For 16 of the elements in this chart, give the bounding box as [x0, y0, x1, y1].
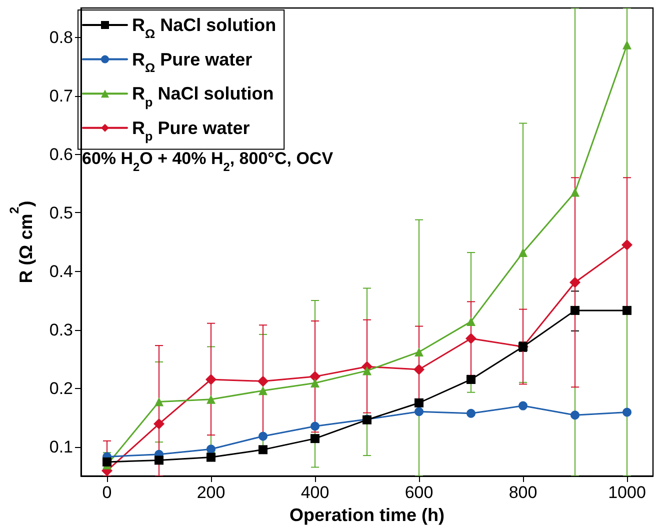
- x-tick-label: 200: [196, 483, 226, 502]
- y-tick-label: 0.6: [49, 144, 73, 164]
- x-axis-title: Operation time (h): [289, 505, 445, 525]
- y-tick-label: 0.1: [49, 437, 73, 456]
- y-tick-label: 0.5: [49, 203, 73, 222]
- y-tick-label: 0.8: [49, 28, 73, 47]
- x-tick-label: 1000: [608, 483, 646, 502]
- y-tick-label: 0.3: [49, 320, 73, 340]
- x-tick-label: 600: [404, 483, 434, 502]
- x-tick-label: 0: [102, 483, 112, 502]
- x-tick-label: 800: [508, 483, 538, 502]
- x-tick-label: 400: [300, 483, 330, 502]
- y-tick-label: 0.2: [49, 378, 73, 398]
- y-tick-label: 0.7: [49, 86, 73, 106]
- y-tick-label: 0.4: [49, 262, 73, 281]
- y-axis-title: R (Ω cm2): [8, 200, 36, 284]
